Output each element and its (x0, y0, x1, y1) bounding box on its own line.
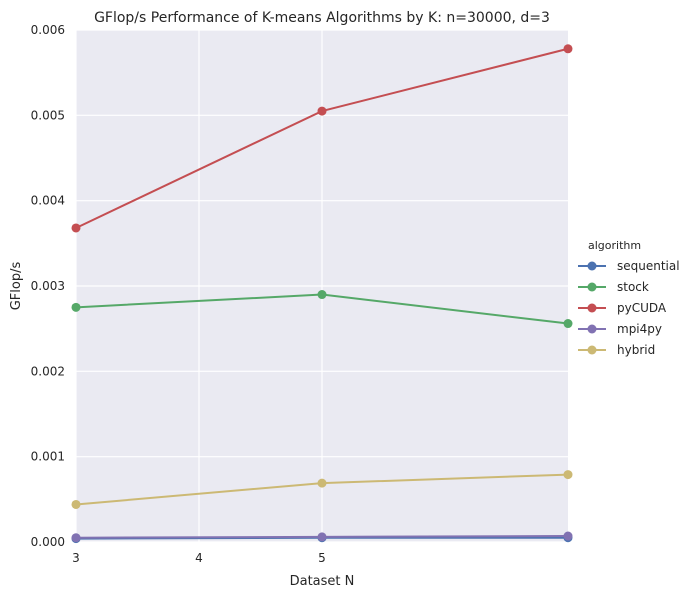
data-point-pycuda (317, 106, 327, 116)
legend-marker-hybrid (587, 345, 597, 355)
data-point-stock (317, 290, 327, 300)
series-group (71, 44, 573, 544)
y-tick-label: 0.002 (31, 364, 65, 378)
y-tick-label: 0.000 (31, 535, 65, 549)
y-tick-label: 0.003 (31, 279, 65, 293)
y-tick-label: 0.001 (31, 450, 65, 464)
x-ticks: 3 4 5 (72, 551, 326, 565)
y-axis-label: GFlop/s (9, 262, 24, 311)
data-point-hybrid (563, 470, 573, 480)
legend-label-mpi4py: mpi4py (617, 322, 662, 336)
data-point-mpi4py (71, 533, 81, 543)
data-point-stock (563, 319, 573, 329)
data-point-stock (71, 302, 81, 312)
data-point-hybrid (71, 499, 81, 509)
x-axis-label: Dataset N (290, 574, 355, 589)
series-pycuda (71, 44, 573, 233)
y-tick-label: 0.006 (31, 23, 65, 37)
legend-marker-stock (587, 282, 597, 292)
legend-label-hybrid: hybrid (617, 343, 655, 357)
series-hybrid (71, 470, 573, 509)
legend-marker-pycuda (587, 303, 597, 313)
chart-title: GFlop/s Performance of K-means Algorithm… (94, 10, 550, 26)
data-point-hybrid (317, 478, 327, 488)
legend: algorithm sequential stock pyCUDA mpi4py hyb… (578, 239, 680, 357)
data-point-pycuda (71, 223, 81, 233)
legend-label-pycuda: pyCUDA (617, 301, 667, 315)
y-tick-label: 0.004 (31, 194, 65, 208)
y-tick-label: 0.005 (31, 108, 65, 122)
data-point-mpi4py (563, 531, 573, 541)
series-stock (71, 290, 573, 329)
x-tick-label: 4 (195, 551, 203, 565)
legend-label-stock: stock (617, 280, 649, 294)
legend-marker-mpi4py (587, 324, 597, 334)
data-point-mpi4py (317, 532, 327, 542)
series-mpi4py (71, 531, 573, 543)
y-ticks: 0.000 0.001 0.002 0.003 0.004 0.005 0.006 (31, 23, 65, 549)
legend-label-sequential: sequential (617, 259, 680, 273)
x-tick-label: 5 (318, 551, 326, 565)
x-tick-label: 3 (72, 551, 80, 565)
legend-marker-sequential (587, 261, 597, 271)
data-point-pycuda (563, 44, 573, 54)
legend-title: algorithm (588, 239, 641, 252)
